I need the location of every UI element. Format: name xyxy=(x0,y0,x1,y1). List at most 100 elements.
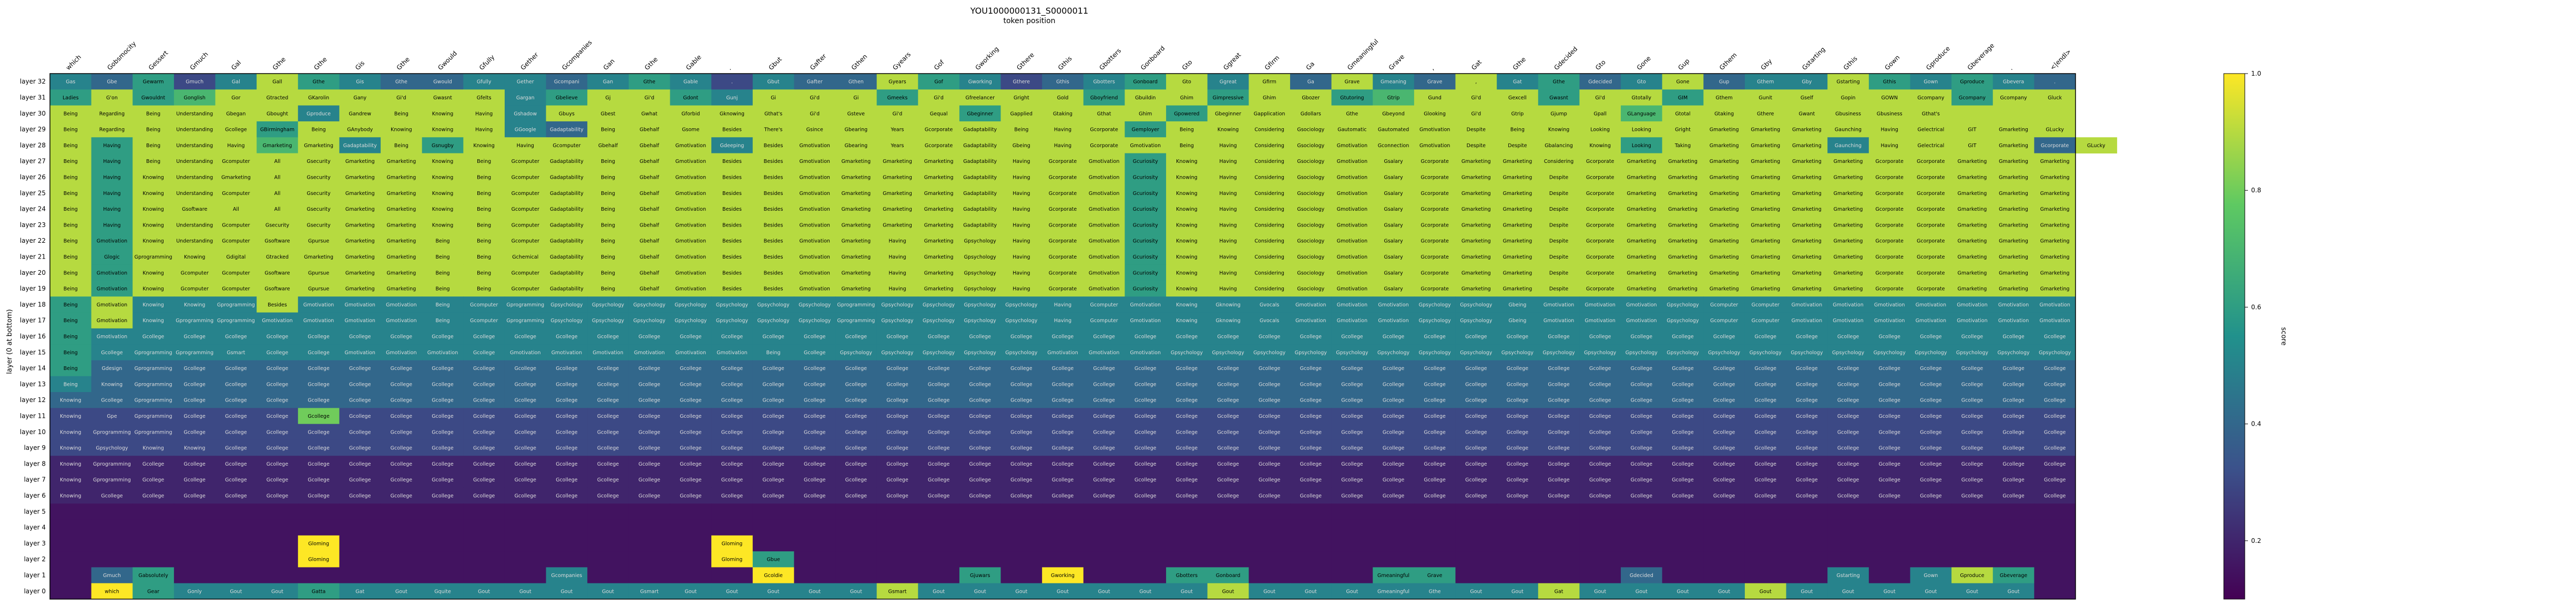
cell-label: Gcollege xyxy=(928,493,950,499)
cell-label: Gcollege xyxy=(1878,382,1900,387)
cell-label: Gmarketing xyxy=(345,286,375,292)
heatmap-cell xyxy=(1992,535,2035,552)
heatmap-cell xyxy=(1703,137,1745,154)
heatmap-cell xyxy=(132,249,175,265)
cell-label: Gcollege xyxy=(349,446,371,451)
cell-label: There's xyxy=(764,127,783,133)
heatmap-cell xyxy=(1827,217,1869,233)
heatmap-cell xyxy=(752,169,794,186)
cell-label: Gcollege xyxy=(1672,414,1694,419)
cell-label: Having xyxy=(888,239,906,244)
heatmap-cell xyxy=(546,74,588,90)
cell-label: Gcollege xyxy=(225,461,247,467)
cell-label: Gbeyond xyxy=(1382,111,1405,117)
heatmap-cell xyxy=(91,153,133,170)
heatmap-cell xyxy=(1910,137,1952,154)
cell-label: Considering xyxy=(1254,207,1284,212)
heatmap-cell xyxy=(339,89,381,106)
cell-label: Gcomputer xyxy=(470,302,498,308)
heatmap-cell xyxy=(1125,551,1167,568)
heatmap-cell xyxy=(1042,89,1084,106)
heatmap-cell xyxy=(1703,89,1745,106)
heatmap-cell xyxy=(1414,74,1456,90)
cell-label: Gpsychology xyxy=(964,318,997,324)
cell-label: Gcollege xyxy=(349,334,371,340)
heatmap-cell xyxy=(1497,201,1539,218)
heatmap-cell xyxy=(835,89,877,106)
cell-label: Gcollege xyxy=(886,429,908,435)
y-tick-label: layer 21 xyxy=(20,253,46,260)
cell-label: Gcollege xyxy=(1217,414,1239,419)
cell-label: Gat xyxy=(1513,79,1522,85)
cell-label: Despite xyxy=(1467,143,1486,149)
cell-label: Gcollege xyxy=(1589,461,1611,467)
cell-label: Gcollege xyxy=(225,493,247,499)
cell-label: Gmarketing xyxy=(841,239,871,244)
cell-label: Gsalary xyxy=(1384,159,1403,164)
heatmap-cell xyxy=(422,217,464,233)
cell-label: Understanding xyxy=(176,127,213,133)
heatmap-cell xyxy=(1083,519,1125,536)
cell-label: Gloming xyxy=(308,557,329,563)
heatmap-cell xyxy=(1373,137,1415,154)
cell-label: Gcollege xyxy=(267,429,289,435)
cell-label: Gcollege xyxy=(597,429,619,435)
cell-label: Gcompani xyxy=(554,79,579,85)
heatmap-cell xyxy=(1786,137,1828,154)
heatmap-cell xyxy=(670,249,712,265)
heatmap-cell xyxy=(1786,169,1828,186)
cell-label: Gcollege xyxy=(845,493,867,499)
cell-label: Gcollege xyxy=(1383,477,1405,483)
heatmap-cell xyxy=(1827,519,1869,536)
cell-label: Gcollege xyxy=(391,477,413,483)
cell-label: Gmotivation xyxy=(799,222,830,228)
cell-label: Gcollege xyxy=(969,414,991,419)
cell-label: Gal xyxy=(232,79,240,85)
heatmap-cell xyxy=(504,153,547,170)
cell-label: Regarding xyxy=(99,127,125,133)
cell-label: Gcollege xyxy=(597,414,619,419)
heatmap-cell xyxy=(1455,201,1497,218)
cell-label: Gcollege xyxy=(432,429,454,435)
heatmap-cell xyxy=(1579,89,1621,106)
cell-label: Being xyxy=(64,334,78,340)
heatmap-cell xyxy=(257,74,299,90)
cell-label: Knowing xyxy=(1176,318,1198,324)
cell-label: Knowing xyxy=(432,207,454,212)
heatmap-cell xyxy=(1786,535,1828,552)
cell-label: Gcollege xyxy=(1672,461,1694,467)
cell-label: Gcollege xyxy=(762,446,784,451)
cell-label: Gcollege xyxy=(928,398,950,404)
cell-label: Gmarketing xyxy=(1627,191,1656,197)
heatmap-cell xyxy=(1331,217,1373,233)
heatmap-cell xyxy=(876,233,918,249)
heatmap-cell xyxy=(1992,105,2035,122)
heatmap-cell xyxy=(1083,551,1125,568)
cell-label: Gcollege xyxy=(1134,334,1157,340)
heatmap-cell xyxy=(1951,233,1994,249)
heatmap-cell xyxy=(298,519,340,536)
cell-label: Gto xyxy=(1637,79,1646,85)
y-tick-label: layer 2 xyxy=(24,555,46,563)
cell-label: Gcollege xyxy=(184,414,206,419)
cell-label: Gout xyxy=(933,589,945,594)
cell-label: Gmarketing xyxy=(1792,143,1822,149)
cell-label: Gcollege xyxy=(473,429,495,435)
heatmap-cell xyxy=(1455,519,1497,536)
heatmap-cell xyxy=(1290,535,1332,552)
cell-label: Gcollege xyxy=(680,493,702,499)
cell-label: Gprogramming xyxy=(135,350,172,356)
heatmap-cell xyxy=(711,249,753,265)
cell-label: Understanding xyxy=(176,111,213,117)
cell-label: Gloming xyxy=(722,541,743,547)
cell-label: Gmarketing xyxy=(1461,222,1491,228)
cell-label: Gpsychology xyxy=(964,286,997,292)
cell-label: Gmotivation xyxy=(1585,302,1616,308)
cell-label: Gcollege xyxy=(886,366,908,372)
cell-label: Glogic xyxy=(104,254,120,260)
heatmap-cell xyxy=(918,217,960,233)
cell-label: Besides xyxy=(764,143,783,149)
cell-label: All xyxy=(274,191,281,197)
cell-label: Gcollege xyxy=(1424,429,1446,435)
cell-label: Gcollege xyxy=(349,461,371,467)
